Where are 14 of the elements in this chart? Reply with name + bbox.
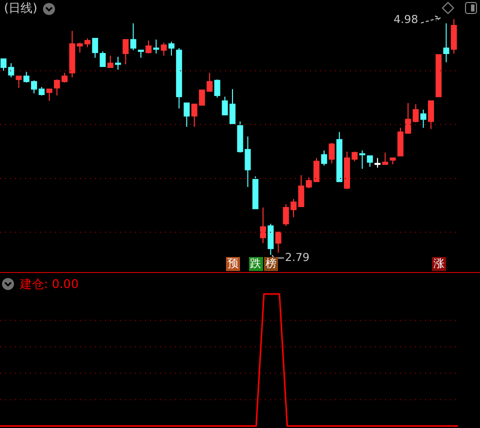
text: 建仓 <box>20 277 44 291</box>
annotation: 2.79 <box>284 250 310 265</box>
text: 榜 <box>264 257 278 271</box>
candlestick <box>420 109 426 128</box>
text: : 0.00 <box>44 277 79 291</box>
text: 跌 <box>248 257 263 271</box>
candlestick <box>244 136 251 188</box>
candlestick <box>443 22 450 63</box>
text: 涨 <box>432 257 446 271</box>
candlestick <box>168 41 174 56</box>
candlestick <box>260 207 266 244</box>
chart-title: (日线) <box>4 0 38 17</box>
text: 预 <box>226 257 240 271</box>
annotation: 4.98 <box>392 13 418 28</box>
